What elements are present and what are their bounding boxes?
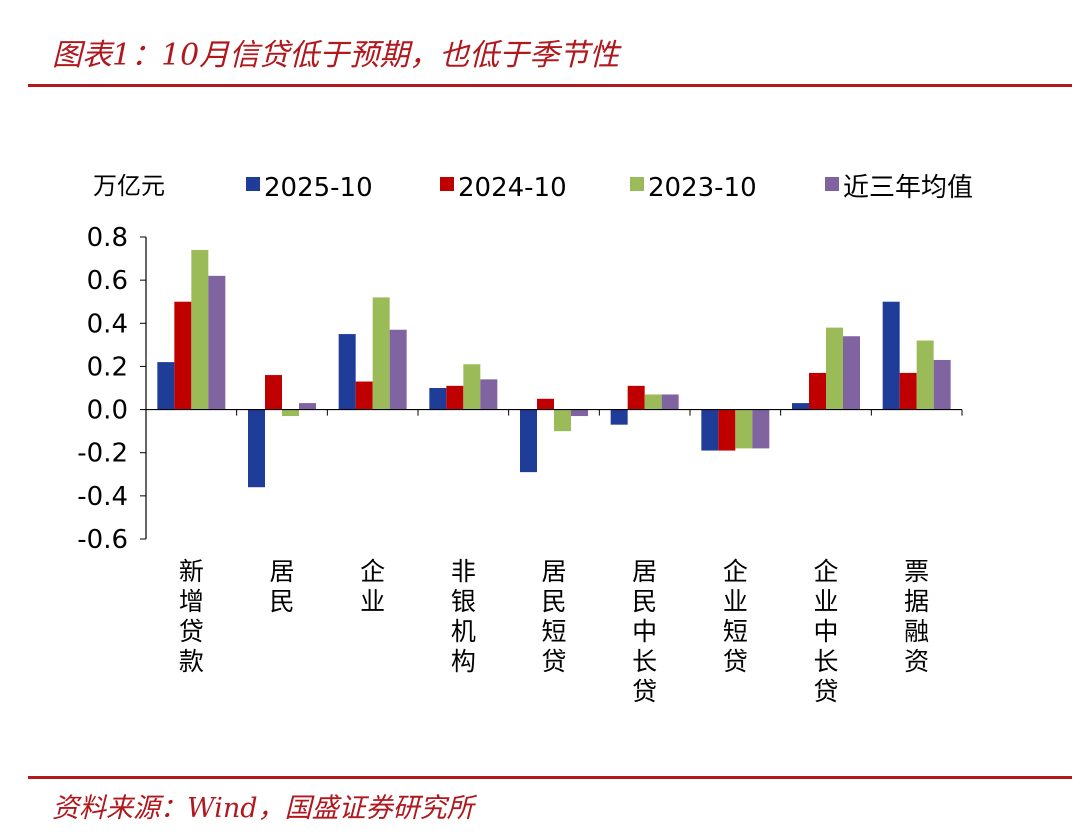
bar (520, 409, 537, 473)
legend-label: 2025-10 (264, 173, 373, 203)
legend-swatch (630, 177, 644, 191)
legend-swatch (246, 177, 260, 191)
bar (916, 340, 934, 410)
y-tick-label: 0.2 (87, 352, 128, 382)
bar (610, 409, 628, 425)
y-tick-label: -0.4 (77, 482, 128, 512)
bar (174, 301, 192, 410)
bar (463, 364, 481, 410)
bar (429, 388, 447, 410)
y-tick-label: 0.4 (87, 309, 128, 339)
bar (248, 409, 265, 488)
bar (191, 249, 209, 410)
bar (480, 379, 498, 410)
category-label: 票据融资 (904, 557, 930, 676)
y-tick-label: -0.2 (77, 439, 128, 469)
bar (554, 409, 571, 432)
category-label: 非银机构 (450, 557, 476, 676)
bar (735, 409, 753, 449)
category-label: 企业中长贷 (813, 557, 839, 706)
bar (644, 394, 662, 410)
bar (265, 375, 282, 410)
bar (372, 297, 390, 410)
bar (355, 381, 373, 410)
bar (446, 385, 464, 410)
category-label: 居民短贷 (541, 557, 567, 676)
y-unit-label: 万亿元 (93, 172, 165, 200)
legend-label: 2024-10 (458, 173, 567, 203)
bar (899, 372, 917, 410)
bar (933, 359, 951, 410)
bar (537, 398, 554, 410)
bar (718, 409, 736, 451)
bar (752, 409, 770, 449)
bar (157, 362, 175, 410)
y-tick-label: 0.6 (87, 266, 128, 296)
bar (661, 394, 679, 410)
bar (882, 301, 900, 410)
bar (843, 336, 860, 410)
bar (282, 409, 299, 417)
bar-chart: 0.8 0.6 0.4 0.2 0.0 -0.2 -0.4 -0.6 万亿元 2025-10 202… (77, 172, 973, 555)
bottom-divider (28, 776, 1072, 779)
source-note: 资料来源：Wind，国盛证券研究所 (52, 793, 474, 824)
category-label: 企业 (360, 557, 386, 616)
category-label: 企业短贷 (722, 557, 748, 676)
legend-swatch (825, 177, 839, 191)
category-label: 新增贷款 (178, 557, 204, 676)
category-label: 居民中长贷 (632, 557, 658, 706)
bar (809, 372, 826, 410)
y-tick-label: 0.8 (87, 223, 128, 253)
top-divider (28, 84, 1072, 87)
legend-label: 2023-10 (648, 173, 757, 203)
bar (627, 385, 645, 410)
y-tick-label: 0.0 (87, 396, 128, 426)
bar (338, 334, 356, 410)
bar (389, 329, 407, 410)
legend-label: 近三年均值 (843, 173, 973, 203)
bar (792, 403, 809, 410)
figure-title: 图表1：10月信贷低于预期，也低于季节性 (52, 38, 620, 73)
y-tick-label: -0.6 (77, 525, 128, 555)
category-label: 居民 (269, 557, 295, 616)
bar (299, 403, 316, 410)
legend-swatch (440, 177, 454, 191)
bar (701, 409, 719, 451)
bar (826, 327, 843, 410)
bar (571, 409, 588, 417)
bar (208, 275, 226, 410)
